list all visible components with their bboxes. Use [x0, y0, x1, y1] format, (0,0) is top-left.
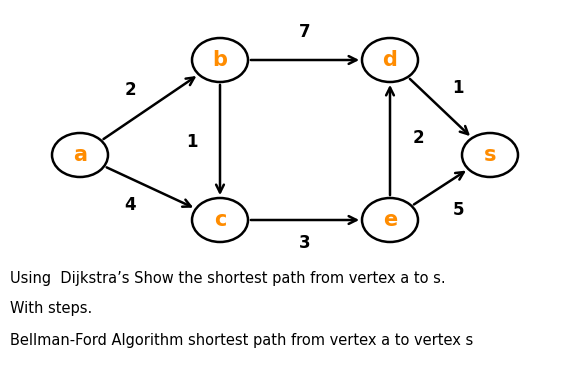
Ellipse shape: [52, 133, 108, 177]
Text: 1: 1: [186, 133, 198, 151]
Text: Bellman-Ford Algorithm shortest path from vertex a to vertex s: Bellman-Ford Algorithm shortest path fro…: [10, 332, 473, 348]
Ellipse shape: [192, 198, 248, 242]
Text: 3: 3: [299, 234, 311, 252]
Text: With steps.: With steps.: [10, 301, 92, 315]
Text: c: c: [214, 210, 226, 230]
Text: s: s: [484, 145, 496, 165]
Ellipse shape: [362, 38, 418, 82]
Ellipse shape: [192, 38, 248, 82]
Text: Using  Dijkstra’s Show the shortest path from vertex a to s.: Using Dijkstra’s Show the shortest path …: [10, 270, 445, 286]
Text: 4: 4: [124, 196, 136, 214]
Text: 2: 2: [412, 129, 424, 147]
Text: b: b: [212, 50, 227, 70]
Text: 1: 1: [452, 79, 463, 97]
Text: 5: 5: [452, 201, 463, 219]
Text: e: e: [383, 210, 397, 230]
Ellipse shape: [362, 198, 418, 242]
Text: d: d: [382, 50, 398, 70]
Text: 7: 7: [299, 23, 311, 41]
Text: 2: 2: [124, 81, 136, 99]
Ellipse shape: [462, 133, 518, 177]
Text: a: a: [73, 145, 87, 165]
